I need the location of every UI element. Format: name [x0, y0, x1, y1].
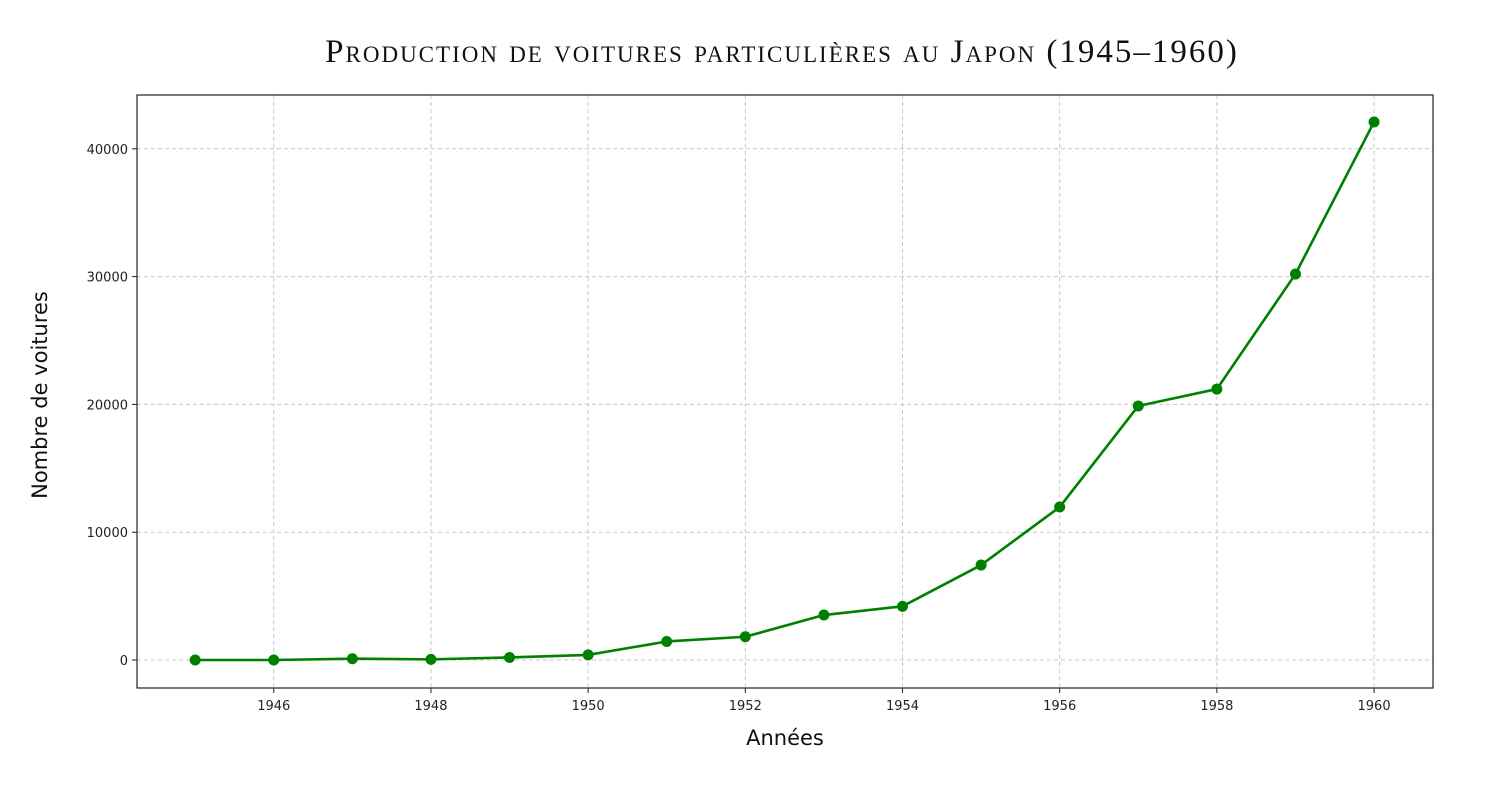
- data-point: [425, 653, 437, 665]
- data-point: [189, 654, 201, 666]
- x-tick-label: 1952: [729, 699, 762, 714]
- y-tick-label: 0: [120, 654, 128, 669]
- data-point: [975, 559, 987, 571]
- data-point: [1132, 400, 1144, 412]
- chart-title: Production de voitures particulières au …: [325, 34, 1239, 70]
- data-point: [818, 609, 830, 621]
- data-point: [1289, 268, 1301, 280]
- y-tick-label: 40000: [87, 143, 128, 158]
- x-tick-label: 1956: [1043, 699, 1076, 714]
- data-point: [504, 651, 516, 663]
- y-tick-label: 10000: [87, 526, 128, 541]
- y-tick-label: 30000: [87, 271, 128, 286]
- plot-frame: [136, 94, 1434, 689]
- x-axis-label: Années: [746, 726, 824, 750]
- data-point: [582, 649, 594, 661]
- x-tick-label: 1946: [257, 699, 290, 714]
- data-point: [346, 653, 358, 665]
- x-tick-label: 1960: [1358, 699, 1391, 714]
- x-tick-label: 1948: [414, 699, 447, 714]
- x-tick-label: 1954: [886, 699, 919, 714]
- data-point: [739, 631, 751, 643]
- data-point: [1368, 116, 1380, 128]
- x-tick-label: 1958: [1200, 699, 1233, 714]
- data-point: [1054, 501, 1066, 513]
- x-tick-label: 1950: [572, 699, 605, 714]
- data-point: [1211, 383, 1223, 395]
- data-point: [896, 600, 908, 612]
- data-point: [268, 654, 280, 666]
- y-tick-label: 20000: [87, 398, 128, 413]
- data-point: [661, 635, 673, 647]
- series-line: [195, 121, 1376, 662]
